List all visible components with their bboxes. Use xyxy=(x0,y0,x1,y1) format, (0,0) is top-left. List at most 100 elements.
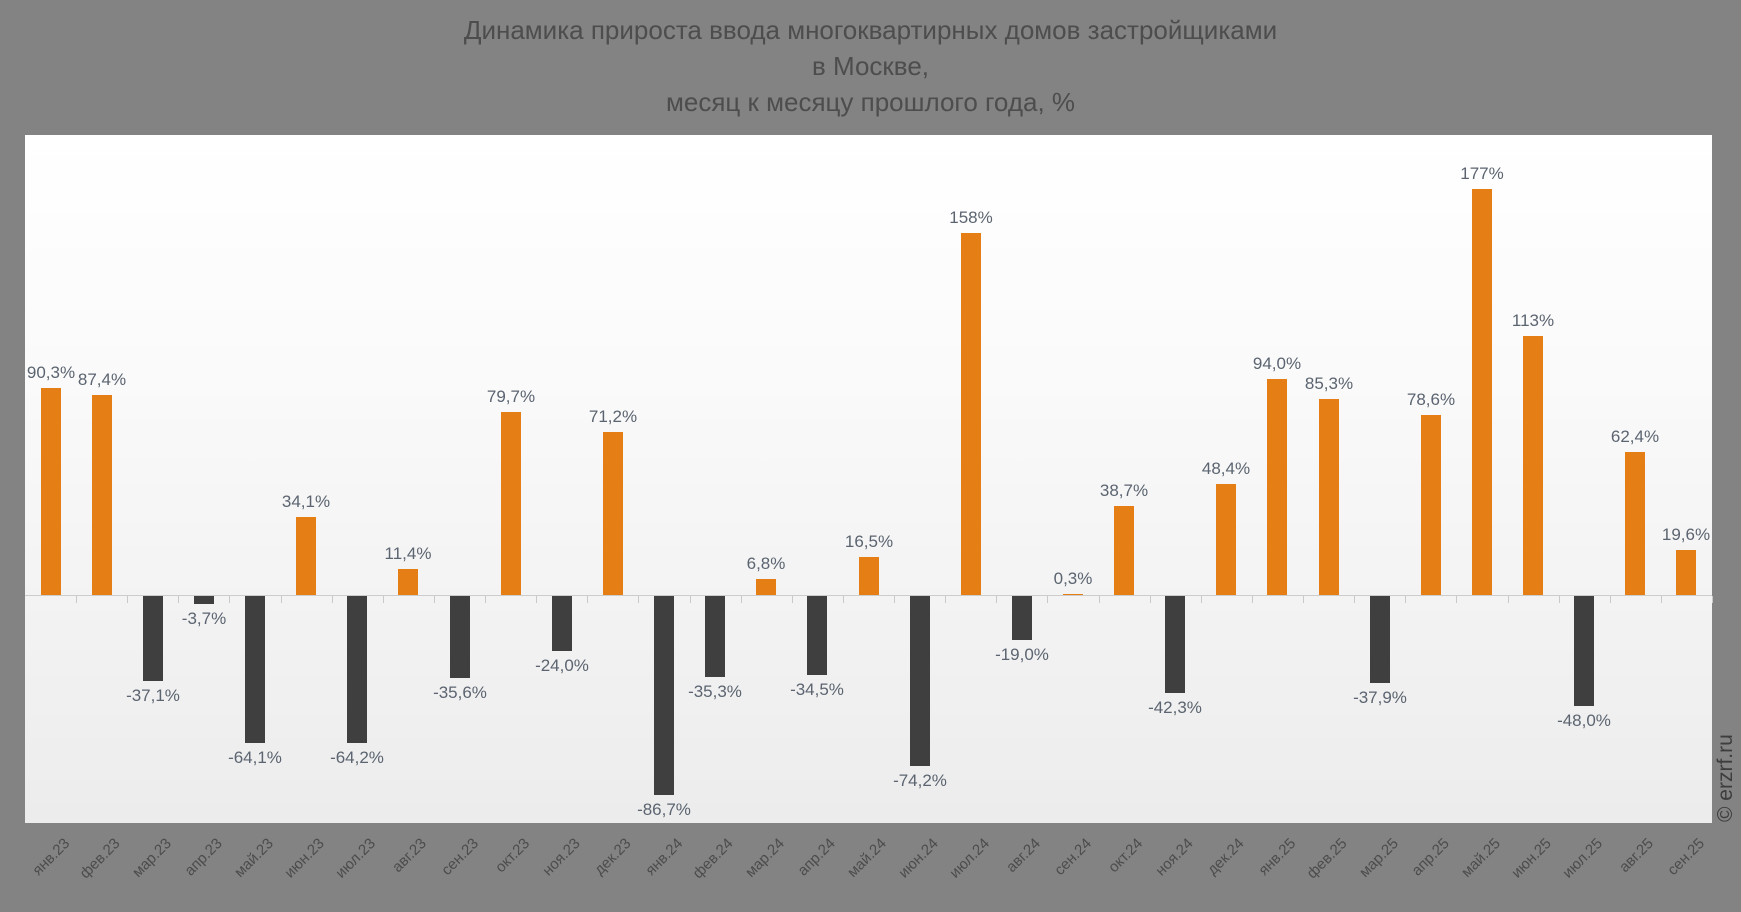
x-axis-label-июн.25: июн.25 xyxy=(1508,835,1556,882)
bar-мар.25 xyxy=(1370,596,1390,683)
axis-tick xyxy=(1508,596,1509,603)
bar-value-label: -86,7% xyxy=(637,800,691,819)
x-axis-label-янв.23: янв.23 xyxy=(29,835,74,880)
axis-tick xyxy=(792,596,793,603)
bar-value-label: -37,9% xyxy=(1353,688,1407,707)
bar-май.23 xyxy=(245,596,265,743)
bar-value-label: 85,3% xyxy=(1304,374,1354,393)
x-axis-label-сен.23: сен.23 xyxy=(438,835,483,879)
axis-tick xyxy=(1559,596,1560,603)
bar-сен.24 xyxy=(1063,594,1083,595)
bar-value-label: 87,4% xyxy=(77,370,127,389)
bar-июн.23 xyxy=(296,517,316,595)
x-axis-label-окт.24: окт.24 xyxy=(1104,835,1147,877)
bar-сен.23 xyxy=(450,596,470,678)
bar-мар.23 xyxy=(143,596,163,681)
chart-title-line-3: месяц к месяцу прошлого года, % xyxy=(665,87,1076,117)
axis-tick xyxy=(383,596,384,603)
plot-area: 90,3% 87,4% -37,1% -3,7% -64,1% 34,1% -64,2% 11… xyxy=(25,135,1713,823)
bar-июл.23 xyxy=(347,596,367,743)
axis-tick xyxy=(485,596,486,603)
bar-янв.23 xyxy=(41,388,61,595)
x-axis-label-янв.25: янв.25 xyxy=(1255,835,1300,880)
axis-tick xyxy=(894,596,895,603)
bar-value-label: 6,8% xyxy=(746,554,786,573)
bar-дек.24 xyxy=(1216,484,1236,595)
bar-июл.25 xyxy=(1574,596,1594,706)
bar-июн.24 xyxy=(910,596,930,766)
x-axis-label-фев.25: фев.25 xyxy=(1303,835,1352,883)
axis-tick xyxy=(1047,596,1048,603)
bar-мар.24 xyxy=(756,579,776,595)
axis-tick xyxy=(1354,596,1355,603)
bar-авг.25 xyxy=(1625,452,1645,595)
bar-value-label: 78,6% xyxy=(1406,390,1456,409)
x-axis-label-июн.23: июн.23 xyxy=(281,835,329,882)
bar-value-label: 62,4% xyxy=(1610,427,1660,446)
axis-tick xyxy=(1610,596,1611,603)
bar-value-label: 71,2% xyxy=(588,407,638,426)
bar-value-label: 48,4% xyxy=(1201,459,1251,478)
axis-tick xyxy=(1201,596,1202,603)
x-axis-label-сен.25: сен.25 xyxy=(1664,835,1709,879)
chart-title: Динамика прироста ввода многоквартирных … xyxy=(0,12,1741,120)
bar-value-label: 11,4% xyxy=(384,544,432,563)
bar-value-label: 79,7% xyxy=(486,387,536,406)
bar-июн.25 xyxy=(1523,336,1543,595)
bar-value-label: 34,1% xyxy=(281,492,331,511)
bar-value-label: -19,0% xyxy=(995,645,1049,664)
bar-value-label: 113% xyxy=(1511,311,1555,330)
bar-дек.23 xyxy=(603,432,623,595)
bar-янв.24 xyxy=(654,596,674,795)
bar-value-label: -3,7% xyxy=(181,609,227,628)
x-axis-label-май.24: май.24 xyxy=(844,835,891,881)
x-axis-label-апр.23: апр.23 xyxy=(181,835,227,880)
axis-tick xyxy=(127,596,128,603)
x-axis-label-сен.24: сен.24 xyxy=(1051,835,1096,879)
bar-value-label: 90,3% xyxy=(26,363,76,382)
x-axis-label-фев.23: фев.23 xyxy=(76,835,125,883)
x-axis-label-дек.24: дек.24 xyxy=(1204,835,1249,879)
bar-value-label: -42,3% xyxy=(1148,698,1202,717)
bar-ноя.24 xyxy=(1165,596,1185,693)
bar-апр.23 xyxy=(194,596,214,604)
bar-value-label: -35,3% xyxy=(688,682,742,701)
axis-tick xyxy=(1712,596,1713,603)
bar-value-label: 177% xyxy=(1460,164,1504,183)
x-axis-labels: янв.23 фев.23 мар.23 апр.23 май.23 июн.23 июл.… xyxy=(25,823,1712,912)
x-axis-label-мар.23: мар.23 xyxy=(129,835,176,881)
axis-tick xyxy=(229,596,230,603)
axis-tick xyxy=(945,596,946,603)
chart-title-line-2: в Москве, xyxy=(811,51,930,81)
axis-tick xyxy=(1150,596,1151,603)
axis-tick xyxy=(434,596,435,603)
bar-value-label: 16,5% xyxy=(844,532,894,551)
axis-tick xyxy=(741,596,742,603)
bar-сен.25 xyxy=(1676,550,1696,595)
x-axis-label-авг.23: авг.23 xyxy=(389,835,431,876)
watermark: © erzrf.ru xyxy=(1714,734,1737,822)
axis-tick xyxy=(843,596,844,603)
axis-tick xyxy=(690,596,691,603)
x-axis-label-авг.25: авг.25 xyxy=(1616,835,1658,876)
axis-tick xyxy=(178,596,179,603)
bar-апр.25 xyxy=(1421,415,1441,595)
bar-май.25 xyxy=(1472,189,1492,595)
bar-value-label: 94,0% xyxy=(1252,354,1302,373)
axis-tick xyxy=(1661,596,1662,603)
x-axis-label-ноя.23: ноя.23 xyxy=(539,835,585,880)
x-axis-label-авг.24: авг.24 xyxy=(1003,835,1045,876)
bar-value-label: 38,7% xyxy=(1099,481,1149,500)
bar-янв.25 xyxy=(1267,379,1287,595)
x-axis-label-фев.24: фев.24 xyxy=(689,835,738,883)
bar-value-label: -34,5% xyxy=(790,680,844,699)
x-axis-label-янв.24: янв.24 xyxy=(642,835,687,880)
axis-tick xyxy=(281,596,282,603)
bar-июл.24 xyxy=(961,233,981,595)
bar-фев.25 xyxy=(1319,399,1339,595)
bar-фев.23 xyxy=(92,395,112,595)
bar-апр.24 xyxy=(807,596,827,675)
x-axis-label-июл.24: июл.24 xyxy=(946,835,994,882)
bar-value-label: 158% xyxy=(949,208,993,227)
x-axis-label-окт.23: окт.23 xyxy=(491,835,534,877)
